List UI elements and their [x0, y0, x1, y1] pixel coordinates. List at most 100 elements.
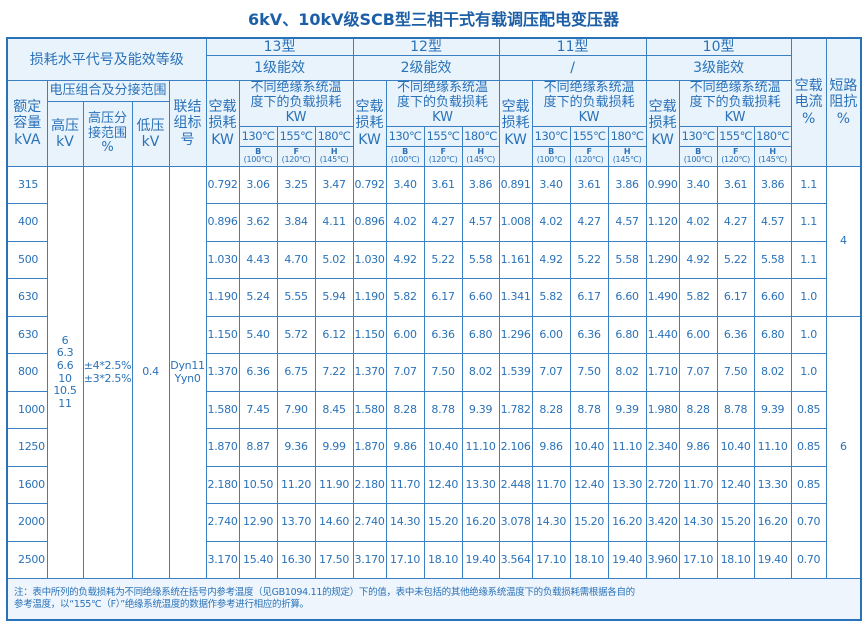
- no-load-loss-cell: 3.170: [352, 540, 387, 580]
- load-loss-cell: 11.10: [461, 428, 500, 467]
- load-loss-cell: 10.40: [716, 428, 755, 467]
- table-row: 1000 1.580 7.45 7.90 8.45 1.580 8.28 8.78 9.39 1.…: [6, 390, 861, 430]
- load-loss-cell: 6.60: [461, 278, 500, 317]
- load-loss-cell: 5.82: [385, 278, 425, 317]
- load-loss-cell: 13.30: [753, 465, 792, 505]
- load-loss-cell: 6.36: [569, 315, 609, 355]
- rated-capacity-cell: 2500: [6, 540, 48, 580]
- load-loss-cell: 6.12: [314, 315, 354, 355]
- transformer-spec-table: 损耗水平代号及能效等级 13型 12型 11型 10型 空载 电流% 短路 阻抗% 1级能效 2级能…: [6, 37, 863, 622]
- load-loss-cell: 4.11: [314, 203, 354, 242]
- no-load-loss-cell: 1.150: [205, 315, 240, 355]
- load-loss-cell: 12.40: [569, 465, 609, 505]
- no-load-loss-cell: 0.896: [205, 203, 240, 242]
- insulation-class-header: H (145℃): [607, 145, 647, 167]
- load-loss-cell: 7.07: [678, 353, 718, 392]
- load-loss-cell: 9.86: [385, 428, 425, 467]
- no-load-loss-cell: 3.960: [645, 540, 680, 580]
- load-loss-cell: 6.80: [607, 315, 647, 355]
- load-loss-cell: 13.30: [607, 465, 647, 505]
- load-loss-cell: 15.20: [423, 503, 463, 542]
- load-loss-header: 不同绝缘系统温 度下的负载损耗 KW: [531, 80, 647, 127]
- load-loss-cell: 17.10: [678, 540, 718, 580]
- load-loss-cell: 8.78: [569, 390, 609, 430]
- energy-grade-header: 2级能效: [352, 55, 500, 82]
- no-load-loss-cell: 0.792: [352, 165, 387, 205]
- load-loss-cell: 17.10: [385, 540, 425, 580]
- no-load-loss-cell: 1.539: [498, 353, 533, 392]
- page-title: 6kV、10kV级SCB型三相干式有载调压配电变压器: [248, 10, 619, 29]
- load-loss-cell: 11.90: [314, 465, 354, 505]
- load-loss-cell: 4.27: [423, 203, 463, 242]
- load-loss-cell: 3.06: [238, 165, 278, 205]
- temperature-header: 180℃: [461, 125, 500, 147]
- temperature-header: 180℃: [314, 125, 354, 147]
- no-load-loss-cell: 1.870: [352, 428, 387, 467]
- load-loss-cell: 4.43: [238, 240, 278, 280]
- load-loss-cell: 7.50: [716, 353, 755, 392]
- no-load-current-cell: 1.0: [790, 315, 827, 355]
- load-loss-cell: 5.40: [238, 315, 278, 355]
- insulation-class-header: B (100℃): [385, 145, 425, 167]
- group-type-header: 10型: [645, 37, 792, 57]
- load-loss-cell: 9.99: [314, 428, 354, 467]
- no-load-loss-cell: 1.782: [498, 390, 533, 430]
- no-load-loss-cell: 1.710: [645, 353, 680, 392]
- no-load-loss-cell: 1.980: [645, 390, 680, 430]
- no-load-current-cell: 0.85: [790, 390, 827, 430]
- load-loss-cell: 4.02: [385, 203, 425, 242]
- no-load-loss-cell: 2.180: [352, 465, 387, 505]
- load-loss-cell: 6.17: [423, 278, 463, 317]
- table-row: 2500 3.170 15.40 16.30 17.50 3.170 17.10 18.10 1…: [6, 540, 861, 580]
- no-load-loss-cell: 1.120: [645, 203, 680, 242]
- loss-level-header: 损耗水平代号及能效等级: [6, 37, 207, 82]
- lv-value-cell: 0.4: [131, 165, 170, 580]
- load-loss-cell: 4.57: [461, 203, 500, 242]
- load-loss-cell: 10.40: [423, 428, 463, 467]
- load-loss-cell: 5.22: [423, 240, 463, 280]
- rated-capacity-cell: 1250: [6, 428, 48, 467]
- load-loss-cell: 3.47: [314, 165, 354, 205]
- temperature-header: 155℃: [276, 125, 316, 147]
- load-loss-cell: 8.02: [607, 353, 647, 392]
- insulation-class-header: F (120℃): [716, 145, 755, 167]
- energy-grade-header: 3级能效: [645, 55, 792, 82]
- no-load-loss-header: 空载 损耗 KW: [205, 80, 240, 167]
- load-loss-cell: 6.60: [607, 278, 647, 317]
- load-loss-cell: 18.10: [569, 540, 609, 580]
- no-load-loss-header: 空载 损耗 KW: [352, 80, 387, 167]
- load-loss-cell: 7.50: [423, 353, 463, 392]
- load-loss-cell: 18.10: [423, 540, 463, 580]
- load-loss-cell: 3.40: [385, 165, 425, 205]
- no-load-loss-cell: 0.792: [205, 165, 240, 205]
- rated-capacity-header: 额定 容量 kVA: [6, 80, 48, 167]
- no-load-loss-cell: 0.891: [498, 165, 533, 205]
- load-loss-cell: 4.57: [753, 203, 792, 242]
- load-loss-header: 不同绝缘系统温 度下的负载损耗 KW: [385, 80, 500, 127]
- load-loss-cell: 6.75: [276, 353, 316, 392]
- temperature-header: 155℃: [423, 125, 463, 147]
- rated-capacity-cell: 630: [6, 315, 48, 355]
- temperature-header: 130℃: [238, 125, 278, 147]
- load-loss-cell: 7.22: [314, 353, 354, 392]
- load-loss-cell: 12.90: [238, 503, 278, 542]
- no-load-loss-cell: 1.190: [352, 278, 387, 317]
- load-loss-cell: 14.30: [678, 503, 718, 542]
- load-loss-cell: 16.30: [276, 540, 316, 580]
- load-loss-cell: 9.36: [276, 428, 316, 467]
- group-type-header: 12型: [352, 37, 500, 57]
- load-loss-cell: 16.20: [461, 503, 500, 542]
- load-loss-cell: 5.82: [678, 278, 718, 317]
- no-load-loss-cell: 2.106: [498, 428, 533, 467]
- no-load-loss-cell: 0.896: [352, 203, 387, 242]
- temperature-header: 180℃: [607, 125, 647, 147]
- table-row: 630 1.190 5.24 5.55 5.94 1.190 5.82 6.17 6.60 1.3…: [6, 278, 861, 317]
- temperature-header: 130℃: [678, 125, 718, 147]
- load-loss-cell: 19.40: [461, 540, 500, 580]
- load-loss-cell: 6.60: [753, 278, 792, 317]
- load-loss-cell: 7.07: [385, 353, 425, 392]
- no-load-current-cell: 0.85: [790, 465, 827, 505]
- rated-capacity-cell: 800: [6, 353, 48, 392]
- rated-capacity-cell: 1000: [6, 390, 48, 430]
- load-loss-cell: 3.86: [461, 165, 500, 205]
